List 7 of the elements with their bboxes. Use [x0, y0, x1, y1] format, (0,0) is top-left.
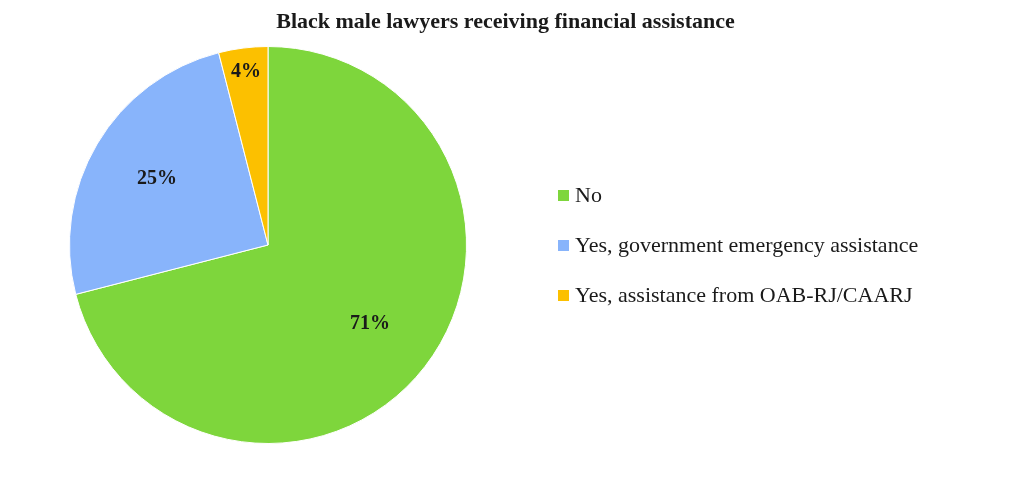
data-label: 25% [136, 166, 177, 189]
data-label: 71% [349, 311, 390, 334]
chart-title: Black male lawyers receiving financial assistance [275, 8, 736, 34]
legend-label: Yes, government emergency assistance [575, 231, 919, 259]
data-label: 4% [231, 58, 262, 81]
legend-label: Yes, assistance from OAB-RJ/CAARJ [575, 281, 913, 309]
legend-label: No [575, 181, 602, 209]
